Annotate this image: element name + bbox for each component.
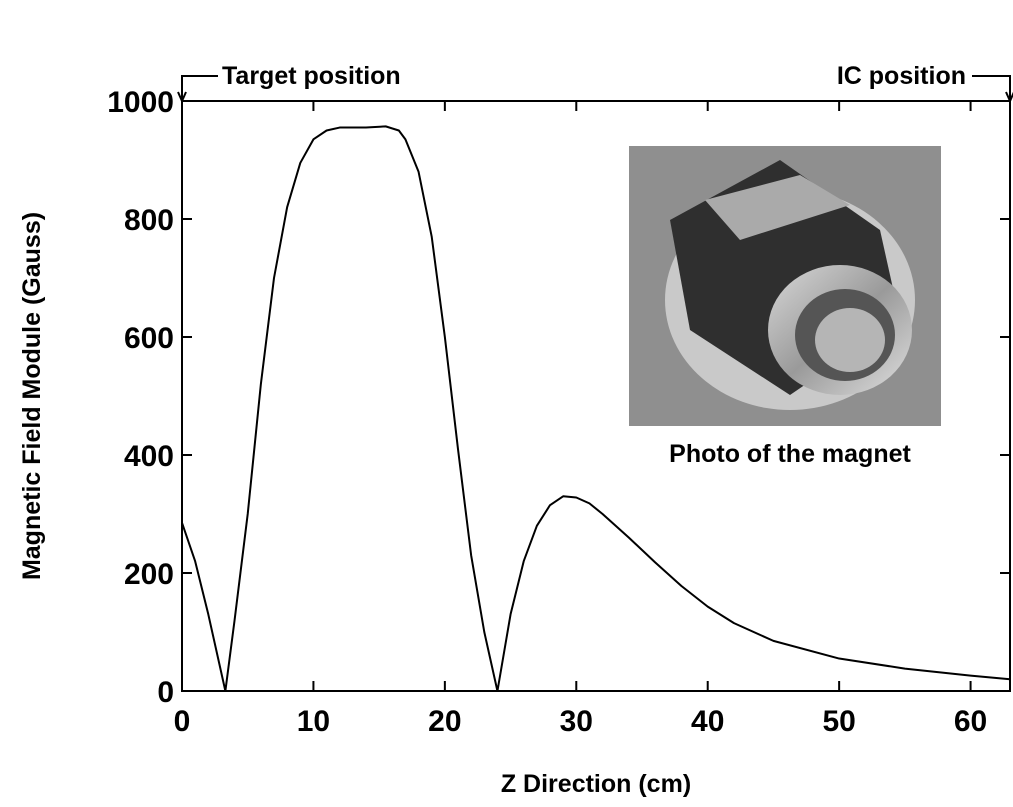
y-tick-label: 600 [124,322,174,355]
photo-caption: Photo of the magnet [669,440,911,468]
x-axis-label: Z Direction (cm) [501,770,691,798]
x-tick-label: 20 [428,705,461,738]
ic-arrow [972,76,1013,101]
y-tick-label: 0 [157,676,174,709]
x-tick-label: 40 [691,705,724,738]
y-tick-label: 200 [124,558,174,591]
x-tick-label: 50 [822,705,855,738]
target-label: Target position [222,62,401,90]
y-axis-label: Magnetic Field Module (Gauss) [18,212,46,580]
x-tick-label: 60 [954,705,987,738]
y-tick-label: 800 [124,204,174,237]
y-tick-label: 400 [124,440,174,473]
ic-label: IC position [837,62,966,90]
x-tick-label: 30 [560,705,593,738]
x-tick-label: 10 [297,705,330,738]
magnet-photo [629,146,941,426]
chart: Photo of the magnet Target position IC p… [0,0,1013,802]
target-arrow [178,76,218,101]
x-tick-label: 0 [174,705,191,738]
y-tick-label: 1000 [107,86,174,119]
